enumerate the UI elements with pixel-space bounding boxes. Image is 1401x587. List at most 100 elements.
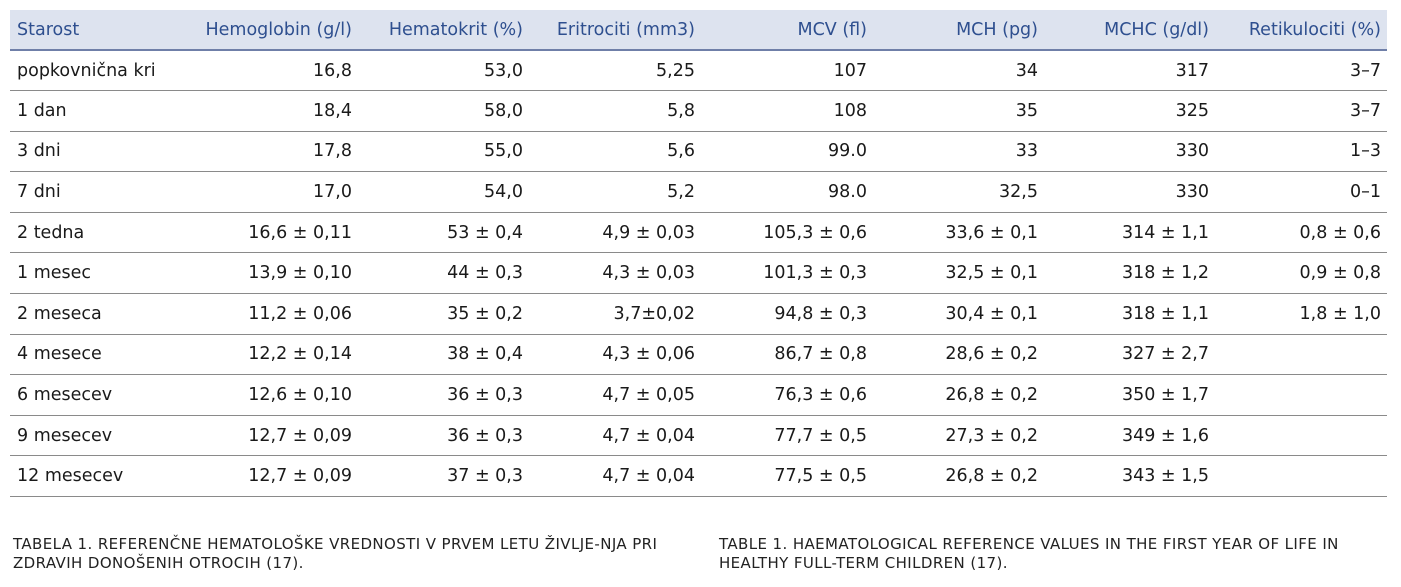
cell-hematocrit: 53,0	[358, 50, 529, 92]
header-row: Starost Hemoglobin (g/l) Hematokrit (%) …	[10, 10, 1387, 51]
cell-erythrocytes: 4,3 ± 0,06	[529, 334, 701, 376]
cell-mchc: 330	[1044, 131, 1215, 173]
table-row: 3 dni 17,8 55,0 5,6 99.0 33 330 1–3	[10, 131, 1387, 173]
cell-hemoglobin: 16,8	[178, 50, 358, 92]
cell-mchc: 330	[1044, 171, 1215, 213]
cell-mch: 27,3 ± 0,2	[873, 415, 1044, 457]
cell-hematocrit: 54,0	[358, 171, 529, 213]
cell-reticulocytes: 3–7	[1215, 50, 1387, 92]
table-row: 2 meseca 11,2 ± 0,06 35 ± 0,2 3,7±0,02 94,8 …	[10, 293, 1387, 335]
cell-hemoglobin: 12,2 ± 0,14	[178, 334, 358, 376]
cell-hemoglobin: 16,6 ± 0,11	[178, 212, 358, 254]
cell-reticulocytes	[1215, 374, 1387, 416]
cell-erythrocytes: 4,7 ± 0,04	[529, 455, 701, 498]
cell-mchc: 343 ± 1,5	[1044, 455, 1215, 498]
cell-hematocrit: 36 ± 0,3	[358, 374, 529, 416]
cell-reticulocytes: 3–7	[1215, 90, 1387, 132]
cell-hematocrit: 37 ± 0,3	[358, 455, 529, 498]
table-row: 1 mesec 13,9 ± 0,10 44 ± 0,3 4,3 ± 0,03 101,…	[10, 252, 1387, 295]
column-header-hematocrit: Hematokrit (%)	[358, 10, 529, 51]
cell-age: 12 mesecev	[10, 455, 178, 498]
cell-mcv: 101,3 ± 0,3	[701, 252, 873, 295]
cell-hematocrit: 35 ± 0,2	[358, 293, 529, 335]
cell-mcv: 108	[701, 90, 873, 132]
table-row: popkovnična kri 16,8 53,0 5,25 107 34 317 3–7	[10, 50, 1387, 92]
cell-mch: 32,5	[873, 171, 1044, 213]
table-body: popkovnična kri 16,8 53,0 5,25 107 34 317 3–7 1 …	[10, 50, 1387, 498]
cell-hemoglobin: 12,6 ± 0,10	[178, 374, 358, 416]
cell-mcv: 77,5 ± 0,5	[701, 455, 873, 498]
cell-mch: 30,4 ± 0,1	[873, 293, 1044, 335]
cell-hemoglobin: 18,4	[178, 90, 358, 132]
cell-hematocrit: 44 ± 0,3	[358, 252, 529, 295]
column-header-mchc: MCHC (g/dl)	[1044, 10, 1215, 51]
cell-age: popkovnična kri	[10, 50, 178, 92]
cell-age: 4 mesece	[10, 334, 178, 376]
cell-mch: 26,8 ± 0,2	[873, 455, 1044, 498]
cell-age: 2 tedna	[10, 212, 178, 254]
cell-reticulocytes	[1215, 334, 1387, 376]
cell-mch: 35	[873, 90, 1044, 132]
cell-mcv: 76,3 ± 0,6	[701, 374, 873, 416]
caption-english: TABLE 1. HAEMATOLOGICAL REFERENCE VALUES…	[719, 535, 1339, 572]
cell-mchc: 350 ± 1,7	[1044, 374, 1215, 416]
cell-hematocrit: 36 ± 0,3	[358, 415, 529, 457]
column-header-reticulocytes: Retikulociti (%)	[1215, 10, 1387, 51]
cell-age: 6 mesecev	[10, 374, 178, 416]
cell-mchc: 317	[1044, 50, 1215, 92]
table-row: 12 mesecev 12,7 ± 0,09 37 ± 0,3 4,7 ± 0,04 7…	[10, 455, 1387, 498]
cell-hemoglobin: 12,7 ± 0,09	[178, 415, 358, 457]
cell-erythrocytes: 5,6	[529, 131, 701, 173]
cell-hematocrit: 58,0	[358, 90, 529, 132]
cell-erythrocytes: 5,25	[529, 50, 701, 92]
cell-hemoglobin: 11,2 ± 0,06	[178, 293, 358, 335]
cell-mchc: 349 ± 1,6	[1044, 415, 1215, 457]
cell-mcv: 77,7 ± 0,5	[701, 415, 873, 457]
table-row: 1 dan 18,4 58,0 5,8 108 35 325 3–7	[10, 90, 1387, 132]
cell-hemoglobin: 13,9 ± 0,10	[178, 252, 358, 295]
cell-mcv: 94,8 ± 0,3	[701, 293, 873, 335]
table-header: Starost Hemoglobin (g/l) Hematokrit (%) …	[10, 10, 1387, 51]
cell-age: 1 dan	[10, 90, 178, 132]
cell-erythrocytes: 4,9 ± 0,03	[529, 212, 701, 254]
caption-slovenian: TABELA 1. REFERENČNE HEMATOLOŠKE VREDNOS…	[13, 535, 658, 572]
cell-erythrocytes: 3,7±0,02	[529, 293, 701, 335]
cell-reticulocytes: 0–1	[1215, 171, 1387, 213]
cell-erythrocytes: 4,7 ± 0,04	[529, 415, 701, 457]
table-row: 9 mesecev 12,7 ± 0,09 36 ± 0,3 4,7 ± 0,04 77…	[10, 415, 1387, 457]
cell-reticulocytes: 1–3	[1215, 131, 1387, 173]
cell-hemoglobin: 12,7 ± 0,09	[178, 455, 358, 498]
cell-reticulocytes: 0,8 ± 0,6	[1215, 212, 1387, 254]
column-header-age: Starost	[10, 10, 178, 51]
cell-mcv: 99.0	[701, 131, 873, 173]
cell-hematocrit: 55,0	[358, 131, 529, 173]
column-header-mcv: MCV (fl)	[701, 10, 873, 51]
reference-values-table-container: Starost Hemoglobin (g/l) Hematokrit (%) …	[10, 10, 1387, 498]
cell-hematocrit: 53 ± 0,4	[358, 212, 529, 254]
cell-mcv: 86,7 ± 0,8	[701, 334, 873, 376]
cell-mcv: 105,3 ± 0,6	[701, 212, 873, 254]
cell-reticulocytes: 1,8 ± 1,0	[1215, 293, 1387, 335]
cell-age: 3 dni	[10, 131, 178, 173]
cell-hematocrit: 38 ± 0,4	[358, 334, 529, 376]
cell-mchc: 327 ± 2,7	[1044, 334, 1215, 376]
cell-age: 2 meseca	[10, 293, 178, 335]
column-header-hemoglobin: Hemoglobin (g/l)	[178, 10, 358, 51]
cell-age: 1 mesec	[10, 252, 178, 295]
cell-hemoglobin: 17,0	[178, 171, 358, 213]
cell-reticulocytes: 0,9 ± 0,8	[1215, 252, 1387, 295]
cell-mcv: 107	[701, 50, 873, 92]
cell-mch: 33,6 ± 0,1	[873, 212, 1044, 254]
table-row: 7 dni 17,0 54,0 5,2 98.0 32,5 330 0–1	[10, 171, 1387, 213]
cell-erythrocytes: 5,2	[529, 171, 701, 213]
table-row: 2 tedna 16,6 ± 0,11 53 ± 0,4 4,9 ± 0,03 105,…	[10, 212, 1387, 254]
cell-erythrocytes: 4,3 ± 0,03	[529, 252, 701, 295]
cell-mch: 32,5 ± 0,1	[873, 252, 1044, 295]
cell-mchc: 318 ± 1,1	[1044, 293, 1215, 335]
cell-mchc: 314 ± 1,1	[1044, 212, 1215, 254]
cell-age: 9 mesecev	[10, 415, 178, 457]
cell-erythrocytes: 4,7 ± 0,05	[529, 374, 701, 416]
column-header-mch: MCH (pg)	[873, 10, 1044, 51]
cell-mchc: 325	[1044, 90, 1215, 132]
cell-mchc: 318 ± 1,2	[1044, 252, 1215, 295]
